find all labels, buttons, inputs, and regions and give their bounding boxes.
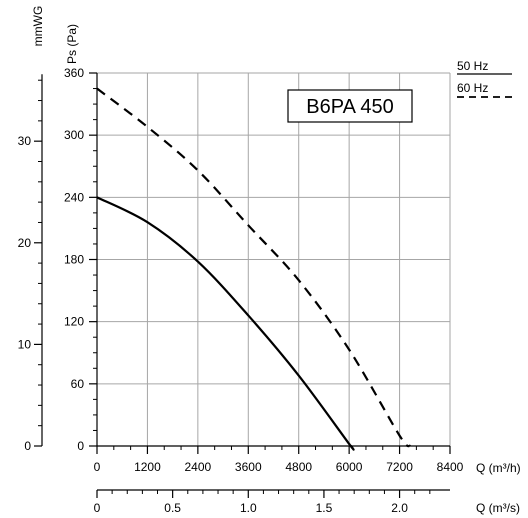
x2-tick-label-1: 0.5	[164, 501, 181, 515]
y2-tick-label-0: 0	[24, 439, 31, 453]
legend: 50 Hz 60 Hz	[457, 59, 512, 98]
x2-tick-label-0: 0	[94, 501, 101, 515]
y-tick-label-4: 240	[64, 190, 84, 204]
title-box: B6PA 450	[287, 89, 413, 123]
grid	[97, 72, 451, 446]
legend-label-60hz: 60 Hz	[457, 81, 488, 95]
x-tick-label-6: 7200	[386, 460, 413, 474]
series-layer	[96, 87, 411, 451]
legend-label-50hz: 50 Hz	[457, 59, 488, 73]
y-tick-label-0: 0	[77, 439, 84, 453]
x2-tick-label-4: 2.0	[391, 501, 408, 515]
x-tick-label-5: 6000	[336, 460, 363, 474]
y-axis-label: Ps (Pa)	[65, 24, 79, 64]
y-tick-label-6: 360	[64, 66, 84, 80]
series-line-60hz	[96, 87, 411, 448]
x-tick-label-3: 3600	[235, 460, 262, 474]
x2-tick-label-2: 1.0	[240, 501, 257, 515]
y2-tick-label-1: 10	[18, 337, 32, 351]
x-tick-label-0: 0	[94, 460, 101, 474]
y-tick-label-1: 60	[71, 377, 85, 391]
x2-tick-label-3: 1.5	[316, 501, 333, 515]
y-tick-label-3: 180	[64, 253, 84, 267]
x-tick-label-1: 1200	[134, 460, 161, 474]
x2-axis-label: Q (m³/s)	[476, 501, 520, 515]
y-tick-label-5: 300	[64, 128, 84, 142]
x-tick-label-7: 8400	[437, 460, 464, 474]
x-tick-label-2: 2400	[185, 460, 212, 474]
chart-title: B6PA 450	[306, 96, 393, 118]
y2-axis-label: mmWG	[31, 6, 45, 47]
x-tick-label-4: 4800	[285, 460, 312, 474]
y2-tick-label-2: 20	[18, 236, 32, 250]
y2-tick-label-3: 30	[18, 134, 32, 148]
x-axis-label: Q (m³/h)	[476, 461, 521, 475]
y-tick-label-2: 120	[64, 315, 84, 329]
series-line-50hz	[96, 196, 355, 451]
